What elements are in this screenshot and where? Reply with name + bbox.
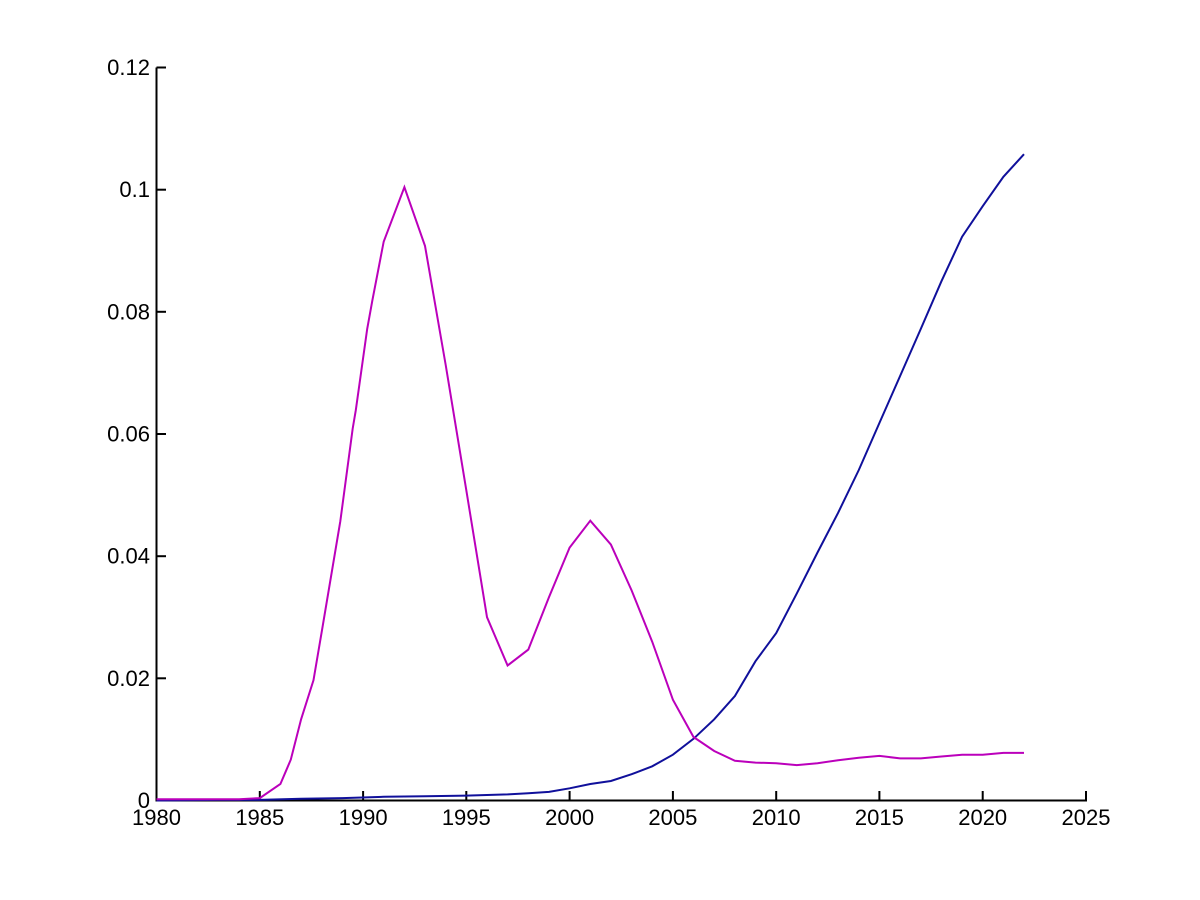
- svg-text:0.06: 0.06: [107, 422, 150, 447]
- svg-text:1985: 1985: [235, 805, 284, 830]
- svg-text:0.1: 0.1: [119, 177, 150, 202]
- svg-text:2015: 2015: [855, 805, 904, 830]
- svg-text:0.04: 0.04: [107, 544, 150, 569]
- svg-text:2025: 2025: [1062, 805, 1111, 830]
- svg-text:2010: 2010: [752, 805, 801, 830]
- svg-text:0.02: 0.02: [107, 666, 150, 691]
- svg-text:1990: 1990: [339, 805, 388, 830]
- svg-text:0.12: 0.12: [107, 55, 150, 80]
- svg-text:1980: 1980: [132, 805, 181, 830]
- svg-text:0: 0: [138, 788, 150, 813]
- svg-text:2005: 2005: [648, 805, 697, 830]
- svg-text:2000: 2000: [545, 805, 594, 830]
- svg-text:2020: 2020: [958, 805, 1007, 830]
- svg-text:1995: 1995: [442, 805, 491, 830]
- svg-text:0.08: 0.08: [107, 299, 150, 324]
